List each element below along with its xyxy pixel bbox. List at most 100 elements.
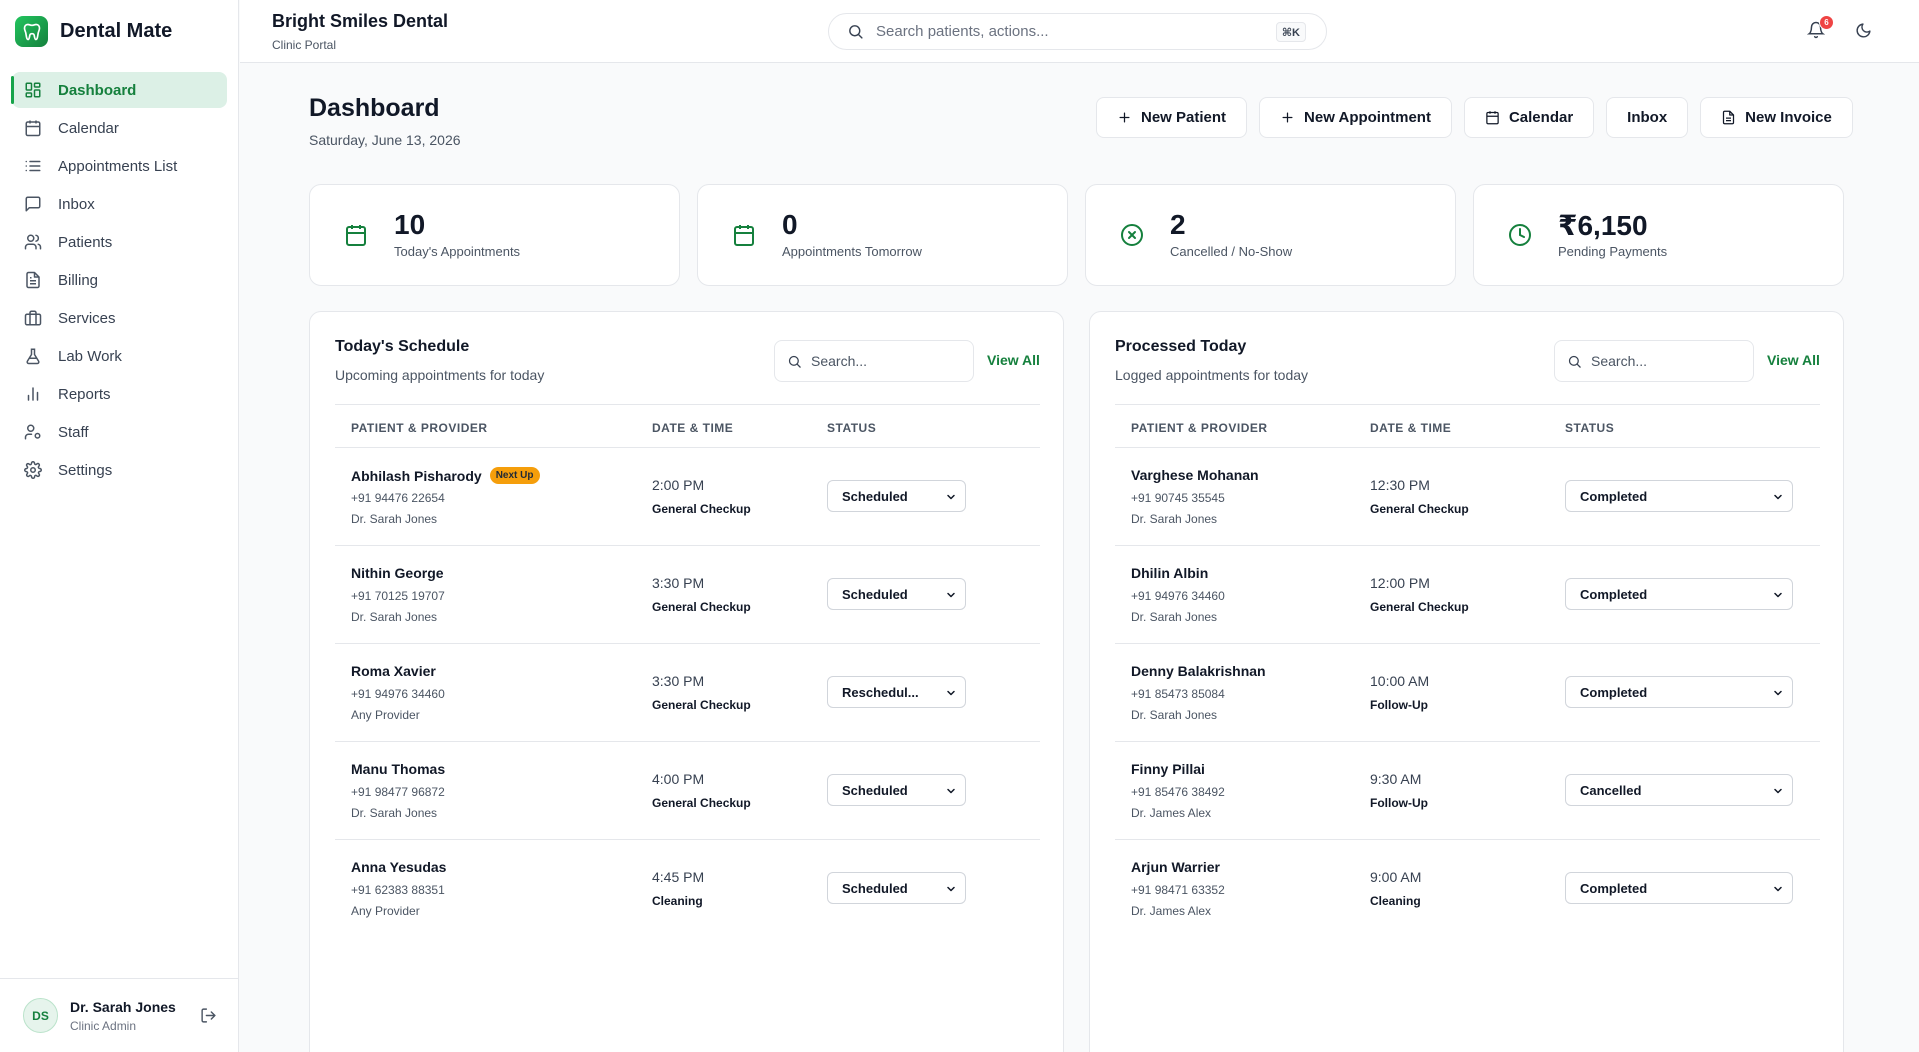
schedule-search[interactable] — [774, 340, 974, 382]
sidebar-item-label: Staff — [58, 423, 89, 441]
stat-value: ₹6,150 — [1558, 210, 1648, 241]
schedule-rows: Abhilash Pisharody Next Up +91 94476 22654… — [335, 448, 1040, 938]
table-row[interactable]: Dhilin Albin +91 94976 34460 Dr. Sarah Jon… — [1115, 546, 1820, 644]
sidebar-item-label: Billing — [58, 271, 99, 289]
status-select[interactable]: Scheduled — [827, 578, 966, 610]
status-select[interactable]: Reschedul... — [827, 676, 966, 708]
button-label: New Appointment — [1304, 109, 1431, 126]
status-select[interactable]: Scheduled — [827, 774, 966, 806]
moon-icon[interactable] — [1855, 22, 1872, 39]
table-row[interactable]: Finny Pillai +91 85476 38492 Dr. James Ale… — [1115, 742, 1820, 840]
stat-value: 0 — [782, 209, 798, 240]
schedule-search-input[interactable] — [811, 353, 961, 369]
gear-icon — [24, 461, 42, 479]
panel-subtitle: Upcoming appointments for today — [335, 367, 545, 383]
briefcase-icon — [24, 310, 42, 326]
appointment-time: 4:45 PM — [652, 869, 705, 885]
bell-icon[interactable] — [1807, 21, 1825, 39]
sidebar-item-calendar[interactable]: Calendar — [12, 110, 227, 146]
patient-name: Arjun Warrier — [1131, 859, 1220, 875]
sidebar-item-reports[interactable]: Reports — [12, 376, 227, 412]
clinic-name: Bright Smiles Dental — [272, 11, 449, 31]
user-profile[interactable]: DS Dr. Sarah Jones Clinic Admin — [0, 978, 239, 1052]
patient-name-text: Varghese Mohanan — [1131, 467, 1259, 483]
sidebar-item-label: Appointments List — [58, 157, 178, 175]
global-search-input[interactable] — [876, 23, 1256, 40]
table-row[interactable]: Nithin George +91 70125 19707 Dr. Sarah Jo… — [335, 546, 1040, 644]
status-select[interactable]: Completed — [1565, 578, 1793, 610]
table-row[interactable]: Roma Xavier +91 94976 34460 Any Provider 3:… — [335, 644, 1040, 742]
provider-name: Dr. Sarah Jones — [351, 806, 438, 820]
patient-name: Nithin George — [351, 565, 444, 581]
provider-name: Dr. James Alex — [1131, 806, 1212, 820]
status-value: Completed — [1580, 880, 1648, 896]
appointment-type: General Checkup — [652, 796, 751, 810]
appointment-type: General Checkup — [652, 600, 751, 614]
sidebar-item-services[interactable]: Services — [12, 300, 227, 336]
status-select[interactable]: Completed — [1565, 872, 1793, 904]
patient-name-text: Arjun Warrier — [1131, 859, 1220, 875]
new-patient-button[interactable]: New Patient — [1096, 97, 1248, 138]
processed-search[interactable] — [1554, 340, 1754, 382]
inbox-button[interactable]: Inbox — [1606, 97, 1689, 138]
sidebar-item-billing[interactable]: Billing — [12, 262, 227, 298]
patient-phone: +91 70125 19707 — [351, 589, 445, 603]
patient-phone: +91 94976 34460 — [1131, 589, 1225, 603]
calendar-button[interactable]: Calendar — [1463, 97, 1595, 138]
table-row[interactable]: Varghese Mohanan +91 90745 35545 Dr. Sarah… — [1115, 448, 1820, 546]
sidebar-item-dashboard[interactable]: Dashboard — [11, 72, 227, 108]
calendar-icon — [346, 225, 366, 246]
sidebar: Dental Mate Dashboard Calendar Appointme… — [0, 0, 239, 1052]
provider-name: Any Provider — [351, 904, 420, 918]
table-row[interactable]: Manu Thomas +91 98477 96872 Dr. Sarah Jone… — [335, 742, 1040, 840]
sidebar-item-settings[interactable]: Settings — [12, 452, 227, 488]
sidebar-item-inbox[interactable]: Inbox — [12, 186, 227, 222]
processed-search-input[interactable] — [1591, 353, 1741, 369]
status-select[interactable]: Cancelled — [1565, 774, 1793, 806]
table-header: PATIENT & PROVIDER DATE & TIME STATUS — [1115, 404, 1820, 448]
patient-name-text: Anna Yesudas — [351, 859, 447, 875]
table-row[interactable]: Denny Balakrishnan +91 85473 85084 Dr. Sar… — [1115, 644, 1820, 742]
brand[interactable]: Dental Mate — [15, 16, 172, 47]
sidebar-item-patients[interactable]: Patients — [12, 224, 227, 260]
status-select[interactable]: Scheduled — [827, 480, 966, 512]
status-select[interactable]: Scheduled — [827, 872, 966, 904]
clinic-subtitle: Clinic Portal — [272, 38, 337, 52]
appointment-type: General Checkup — [1370, 600, 1469, 614]
appointment-time: 12:00 PM — [1370, 575, 1430, 591]
new-appointment-button[interactable]: New Appointment — [1259, 97, 1452, 138]
provider-name: Dr. Sarah Jones — [1131, 512, 1218, 526]
stat-label: Pending Payments — [1558, 244, 1668, 259]
column-header: DATE & TIME — [1370, 421, 1452, 435]
sidebar-item-label: Reports — [58, 385, 111, 403]
logout-icon[interactable] — [200, 1007, 217, 1024]
user-name: Dr. Sarah Jones — [70, 998, 176, 1015]
button-label: Calendar — [1508, 109, 1574, 126]
sidebar-item-staff[interactable]: Staff — [12, 414, 227, 450]
sidebar-item-lab-work[interactable]: Lab Work — [12, 338, 227, 374]
patient-name: Dhilin Albin — [1131, 565, 1208, 581]
stat-value: 10 — [394, 209, 426, 240]
global-search[interactable]: ⌘K — [828, 13, 1327, 50]
table-row[interactable]: Abhilash Pisharody Next Up +91 94476 22654… — [335, 448, 1040, 546]
patient-name-text: Dhilin Albin — [1131, 565, 1209, 581]
sidebar-item-appointments-list[interactable]: Appointments List — [12, 148, 227, 184]
list-icon — [25, 160, 41, 172]
provider-name: Dr. James Alex — [1131, 904, 1212, 918]
table-row[interactable]: Arjun Warrier +91 98471 63352 Dr. James Al… — [1115, 840, 1820, 938]
search-icon — [788, 355, 801, 368]
view-all-link[interactable]: View All — [987, 352, 1040, 368]
view-all-link[interactable]: View All — [1767, 352, 1820, 368]
table-row[interactable]: Anna Yesudas +91 62383 88351 Any Provider 4… — [335, 840, 1040, 938]
status-select[interactable]: Completed — [1565, 480, 1793, 512]
calendar-icon — [734, 225, 754, 246]
search-icon — [1568, 355, 1581, 368]
patient-name-text: Abhilash Pisharody — [351, 467, 482, 484]
chevron-down-icon — [1774, 690, 1782, 696]
stat-label: Today's Appointments — [394, 244, 521, 259]
users-icon — [24, 234, 42, 250]
provider-name: Any Provider — [351, 708, 420, 722]
status-select[interactable]: Completed — [1565, 676, 1793, 708]
status-value: Scheduled — [842, 488, 908, 504]
new-invoice-button[interactable]: New Invoice — [1700, 97, 1853, 138]
